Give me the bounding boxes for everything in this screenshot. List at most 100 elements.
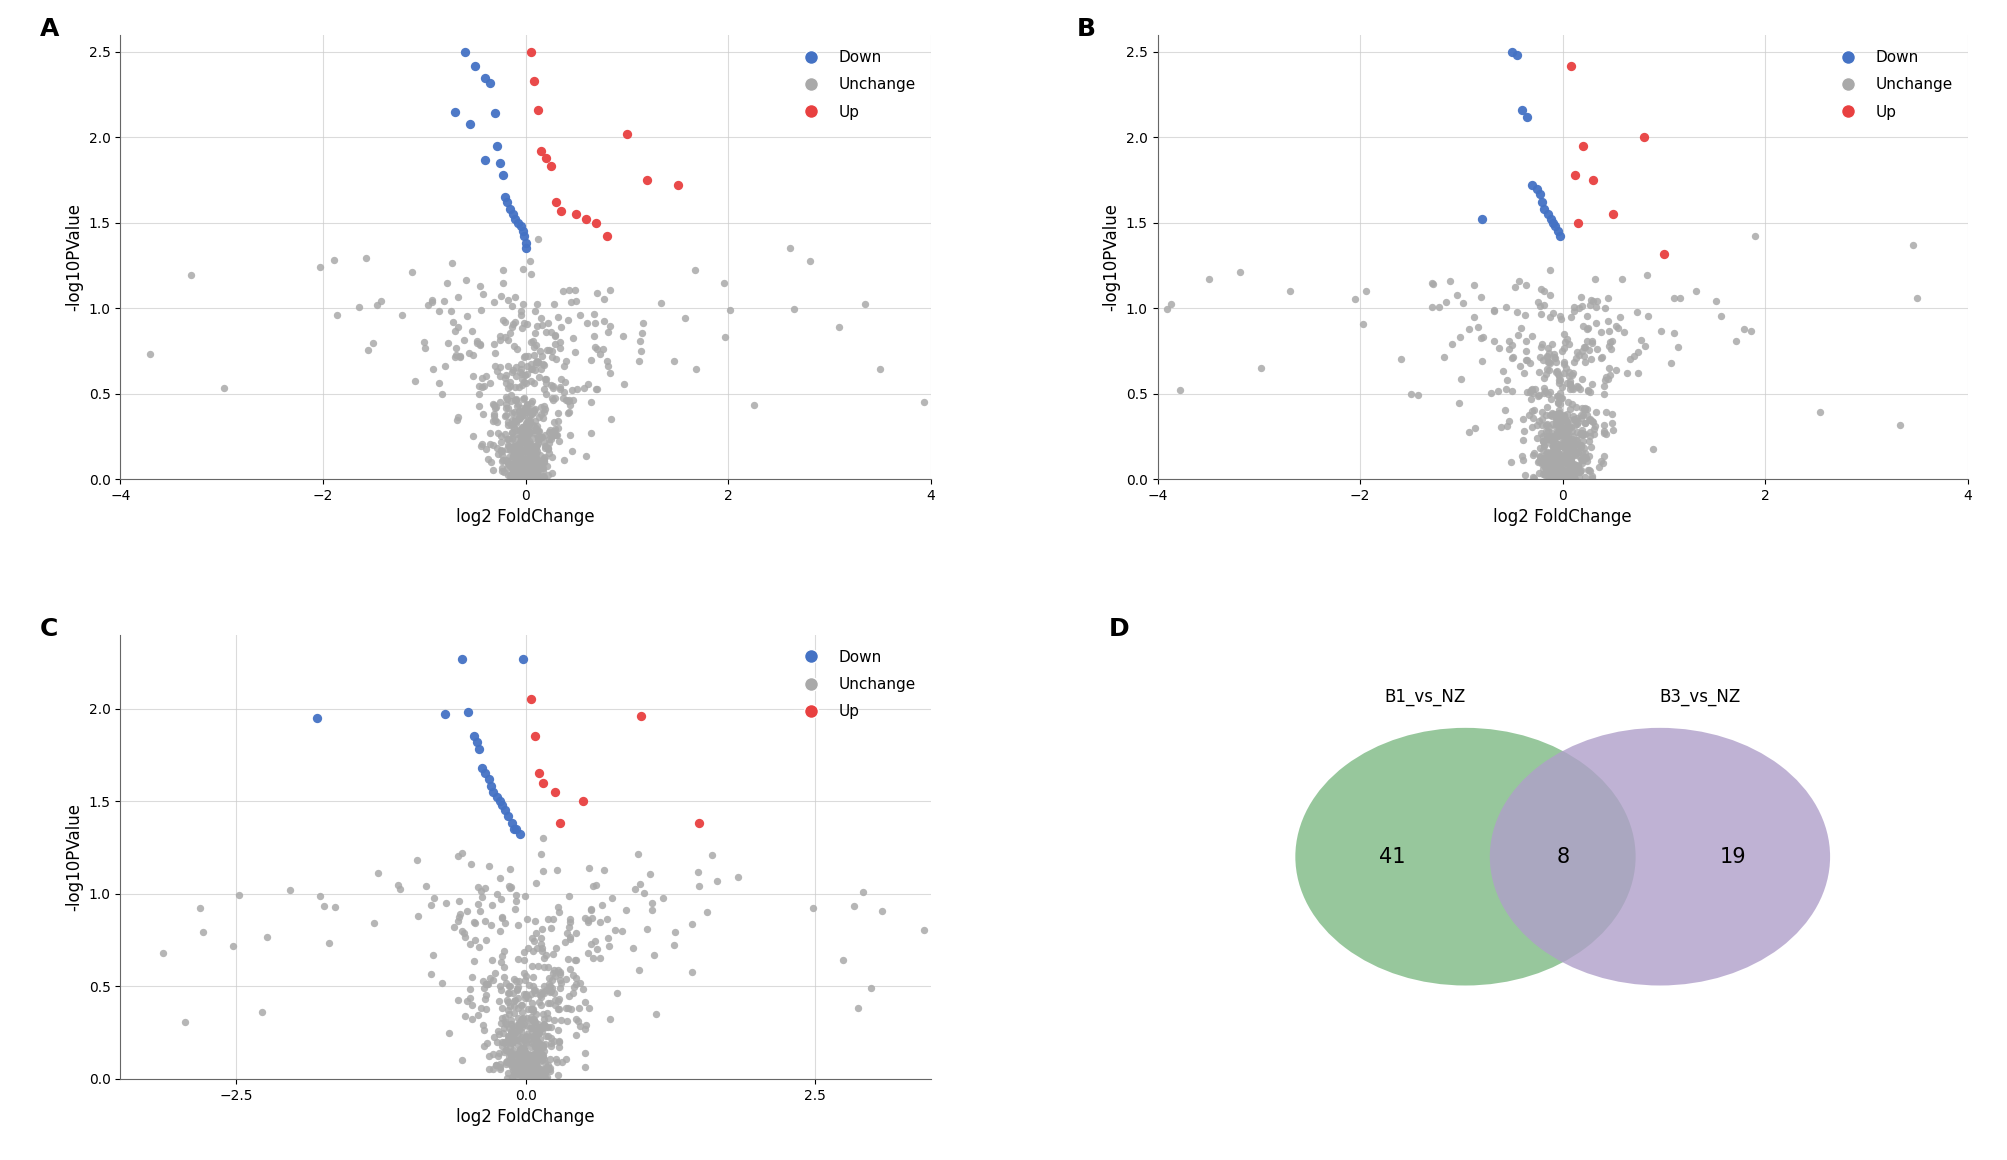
Point bbox=[1549, 432, 1582, 450]
Point bbox=[502, 449, 534, 467]
Point bbox=[1523, 280, 1555, 298]
Point bbox=[1557, 302, 1590, 320]
Point bbox=[1543, 465, 1575, 484]
Point bbox=[1477, 332, 1509, 350]
Point bbox=[1539, 445, 1571, 464]
Point bbox=[536, 324, 568, 342]
Point bbox=[520, 873, 552, 892]
Point bbox=[494, 1044, 526, 1063]
Point bbox=[1525, 409, 1557, 428]
Point bbox=[506, 1039, 538, 1058]
Point bbox=[383, 879, 415, 898]
Point bbox=[562, 1012, 594, 1030]
Point bbox=[554, 928, 586, 947]
Point bbox=[1571, 462, 1604, 480]
Point bbox=[528, 977, 560, 995]
Point bbox=[464, 902, 496, 921]
Point bbox=[472, 974, 504, 993]
Point bbox=[1509, 332, 1541, 350]
Point bbox=[1491, 340, 1523, 358]
Point bbox=[1521, 451, 1553, 470]
Point bbox=[520, 1067, 552, 1086]
Point bbox=[1559, 440, 1592, 458]
Point bbox=[478, 292, 510, 311]
Point bbox=[512, 432, 544, 450]
Point bbox=[536, 978, 568, 996]
Point bbox=[797, 899, 829, 918]
Point bbox=[1529, 406, 1561, 425]
Point bbox=[1523, 305, 1555, 324]
Point bbox=[492, 465, 524, 484]
Point bbox=[516, 1054, 548, 1073]
Point bbox=[1513, 354, 1545, 372]
Point bbox=[456, 1010, 488, 1029]
Point bbox=[1549, 412, 1582, 430]
Point bbox=[1543, 452, 1575, 471]
Point bbox=[518, 1030, 550, 1049]
Point bbox=[1547, 406, 1580, 425]
Point bbox=[1658, 289, 1690, 307]
Point bbox=[498, 442, 530, 461]
Point bbox=[576, 908, 608, 927]
Point bbox=[1553, 469, 1586, 487]
Point bbox=[413, 965, 446, 984]
Point bbox=[510, 467, 542, 486]
Point bbox=[1505, 319, 1537, 338]
Point bbox=[518, 442, 550, 461]
Point bbox=[486, 1008, 518, 1027]
Point bbox=[1545, 466, 1578, 485]
Point bbox=[572, 375, 604, 393]
Point bbox=[504, 1042, 536, 1060]
Point bbox=[484, 1024, 516, 1043]
Point bbox=[550, 1050, 582, 1068]
Point bbox=[510, 440, 542, 458]
Point bbox=[458, 931, 490, 950]
Point bbox=[480, 1056, 512, 1074]
Point bbox=[1527, 296, 1559, 314]
Point bbox=[484, 992, 516, 1010]
Point bbox=[554, 918, 586, 936]
Point bbox=[544, 318, 576, 336]
Point bbox=[594, 364, 626, 383]
Point bbox=[492, 429, 524, 448]
Point bbox=[510, 967, 542, 986]
Point bbox=[502, 428, 534, 447]
Point bbox=[855, 978, 887, 996]
Point bbox=[578, 327, 610, 346]
Point bbox=[508, 1043, 540, 1061]
Point bbox=[484, 952, 516, 971]
Point bbox=[488, 407, 520, 426]
Point bbox=[1505, 101, 1537, 119]
Point bbox=[1543, 422, 1575, 441]
Point bbox=[407, 333, 440, 351]
Point bbox=[1417, 275, 1449, 293]
Point bbox=[636, 894, 668, 913]
Point bbox=[506, 407, 538, 426]
Point bbox=[1531, 205, 1563, 224]
Point bbox=[464, 397, 496, 415]
Point bbox=[502, 1030, 534, 1049]
Point bbox=[510, 450, 542, 469]
Point bbox=[134, 345, 167, 363]
Point bbox=[624, 706, 656, 725]
Point bbox=[580, 284, 612, 303]
Point bbox=[524, 1063, 556, 1081]
Point bbox=[1567, 399, 1600, 418]
Point bbox=[522, 452, 554, 471]
Point bbox=[522, 1049, 554, 1067]
Point bbox=[526, 942, 558, 960]
Point bbox=[498, 1057, 530, 1075]
Point bbox=[1561, 462, 1594, 480]
Point bbox=[548, 389, 580, 407]
Point bbox=[534, 1029, 566, 1047]
Point bbox=[522, 1022, 554, 1041]
Point bbox=[1700, 292, 1732, 311]
Point bbox=[1529, 445, 1561, 464]
Point bbox=[504, 466, 536, 485]
Point bbox=[1654, 354, 1686, 372]
Point bbox=[522, 1050, 554, 1068]
Point bbox=[504, 1047, 536, 1066]
Point bbox=[516, 332, 548, 350]
Point bbox=[506, 428, 538, 447]
Point bbox=[1590, 403, 1622, 421]
